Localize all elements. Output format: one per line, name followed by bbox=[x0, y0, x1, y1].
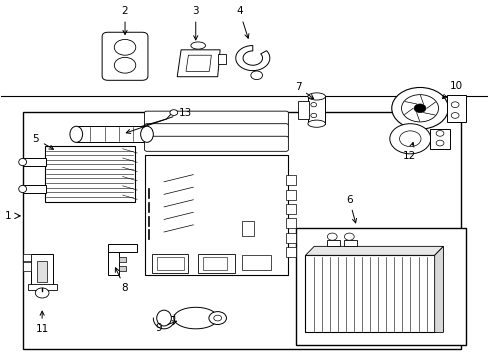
Bar bbox=[108, 244, 137, 252]
Bar bbox=[285, 233, 295, 243]
Text: 4: 4 bbox=[236, 6, 248, 38]
Bar bbox=[198, 253, 234, 273]
Polygon shape bbox=[305, 246, 443, 255]
Text: 10: 10 bbox=[442, 81, 462, 99]
Bar bbox=[22, 254, 31, 261]
Bar bbox=[307, 96, 325, 124]
Text: 11: 11 bbox=[36, 311, 49, 334]
Ellipse shape bbox=[157, 310, 171, 326]
Ellipse shape bbox=[450, 113, 458, 118]
Bar bbox=[285, 204, 295, 214]
Ellipse shape bbox=[310, 113, 316, 118]
Ellipse shape bbox=[413, 104, 425, 113]
Bar bbox=[298, 101, 308, 119]
Bar bbox=[285, 175, 295, 185]
Ellipse shape bbox=[208, 312, 226, 324]
Bar bbox=[203, 257, 227, 270]
Bar bbox=[22, 185, 46, 193]
Bar bbox=[242, 221, 254, 235]
Ellipse shape bbox=[435, 131, 443, 136]
Bar bbox=[327, 240, 339, 246]
Polygon shape bbox=[235, 45, 269, 71]
Text: 2: 2 bbox=[122, 6, 128, 35]
Bar bbox=[285, 219, 295, 228]
Ellipse shape bbox=[250, 71, 262, 80]
FancyBboxPatch shape bbox=[144, 111, 288, 126]
Bar bbox=[44, 146, 135, 202]
Bar bbox=[108, 244, 119, 275]
Text: 13: 13 bbox=[126, 108, 191, 134]
Ellipse shape bbox=[391, 87, 447, 129]
Text: 12: 12 bbox=[402, 143, 415, 161]
Text: 3: 3 bbox=[192, 6, 199, 40]
Bar bbox=[217, 54, 226, 64]
Bar bbox=[285, 190, 295, 200]
Bar bbox=[76, 126, 147, 142]
Bar bbox=[157, 257, 183, 270]
FancyBboxPatch shape bbox=[102, 32, 148, 80]
Ellipse shape bbox=[114, 57, 136, 73]
Ellipse shape bbox=[70, 126, 82, 142]
Ellipse shape bbox=[141, 126, 153, 142]
Bar bbox=[446, 95, 466, 122]
Ellipse shape bbox=[114, 40, 136, 55]
Bar bbox=[27, 284, 57, 290]
Polygon shape bbox=[185, 55, 211, 71]
Ellipse shape bbox=[389, 124, 430, 154]
Text: 8: 8 bbox=[115, 268, 128, 293]
Bar bbox=[152, 253, 188, 273]
Ellipse shape bbox=[19, 158, 26, 166]
FancyBboxPatch shape bbox=[144, 136, 288, 151]
Ellipse shape bbox=[399, 131, 420, 147]
Polygon shape bbox=[434, 246, 443, 332]
Bar bbox=[22, 112, 461, 348]
Text: 6: 6 bbox=[346, 195, 356, 223]
Bar bbox=[37, 261, 47, 282]
Ellipse shape bbox=[307, 120, 325, 127]
Bar bbox=[285, 247, 295, 257]
Bar bbox=[144, 155, 288, 275]
Ellipse shape bbox=[307, 93, 325, 100]
Text: 5: 5 bbox=[32, 134, 53, 149]
Ellipse shape bbox=[327, 233, 336, 240]
FancyBboxPatch shape bbox=[144, 124, 288, 139]
Bar bbox=[31, 253, 53, 286]
Ellipse shape bbox=[435, 140, 443, 146]
Bar bbox=[119, 257, 126, 262]
Bar bbox=[22, 262, 31, 271]
Ellipse shape bbox=[344, 233, 353, 240]
Ellipse shape bbox=[401, 95, 438, 122]
Ellipse shape bbox=[190, 42, 205, 49]
Ellipse shape bbox=[169, 110, 177, 116]
Text: 1: 1 bbox=[5, 211, 12, 221]
Text: 7: 7 bbox=[294, 82, 313, 99]
Bar bbox=[22, 158, 46, 166]
Ellipse shape bbox=[310, 103, 316, 107]
Ellipse shape bbox=[450, 102, 458, 108]
Bar bbox=[295, 228, 466, 345]
Bar bbox=[344, 240, 356, 246]
Ellipse shape bbox=[35, 288, 49, 298]
Text: 9: 9 bbox=[156, 321, 176, 333]
Ellipse shape bbox=[19, 185, 26, 193]
Bar bbox=[119, 266, 126, 271]
Bar bbox=[429, 129, 449, 149]
Bar bbox=[242, 255, 271, 270]
Ellipse shape bbox=[213, 315, 221, 321]
Bar bbox=[305, 255, 434, 332]
Polygon shape bbox=[177, 50, 220, 77]
